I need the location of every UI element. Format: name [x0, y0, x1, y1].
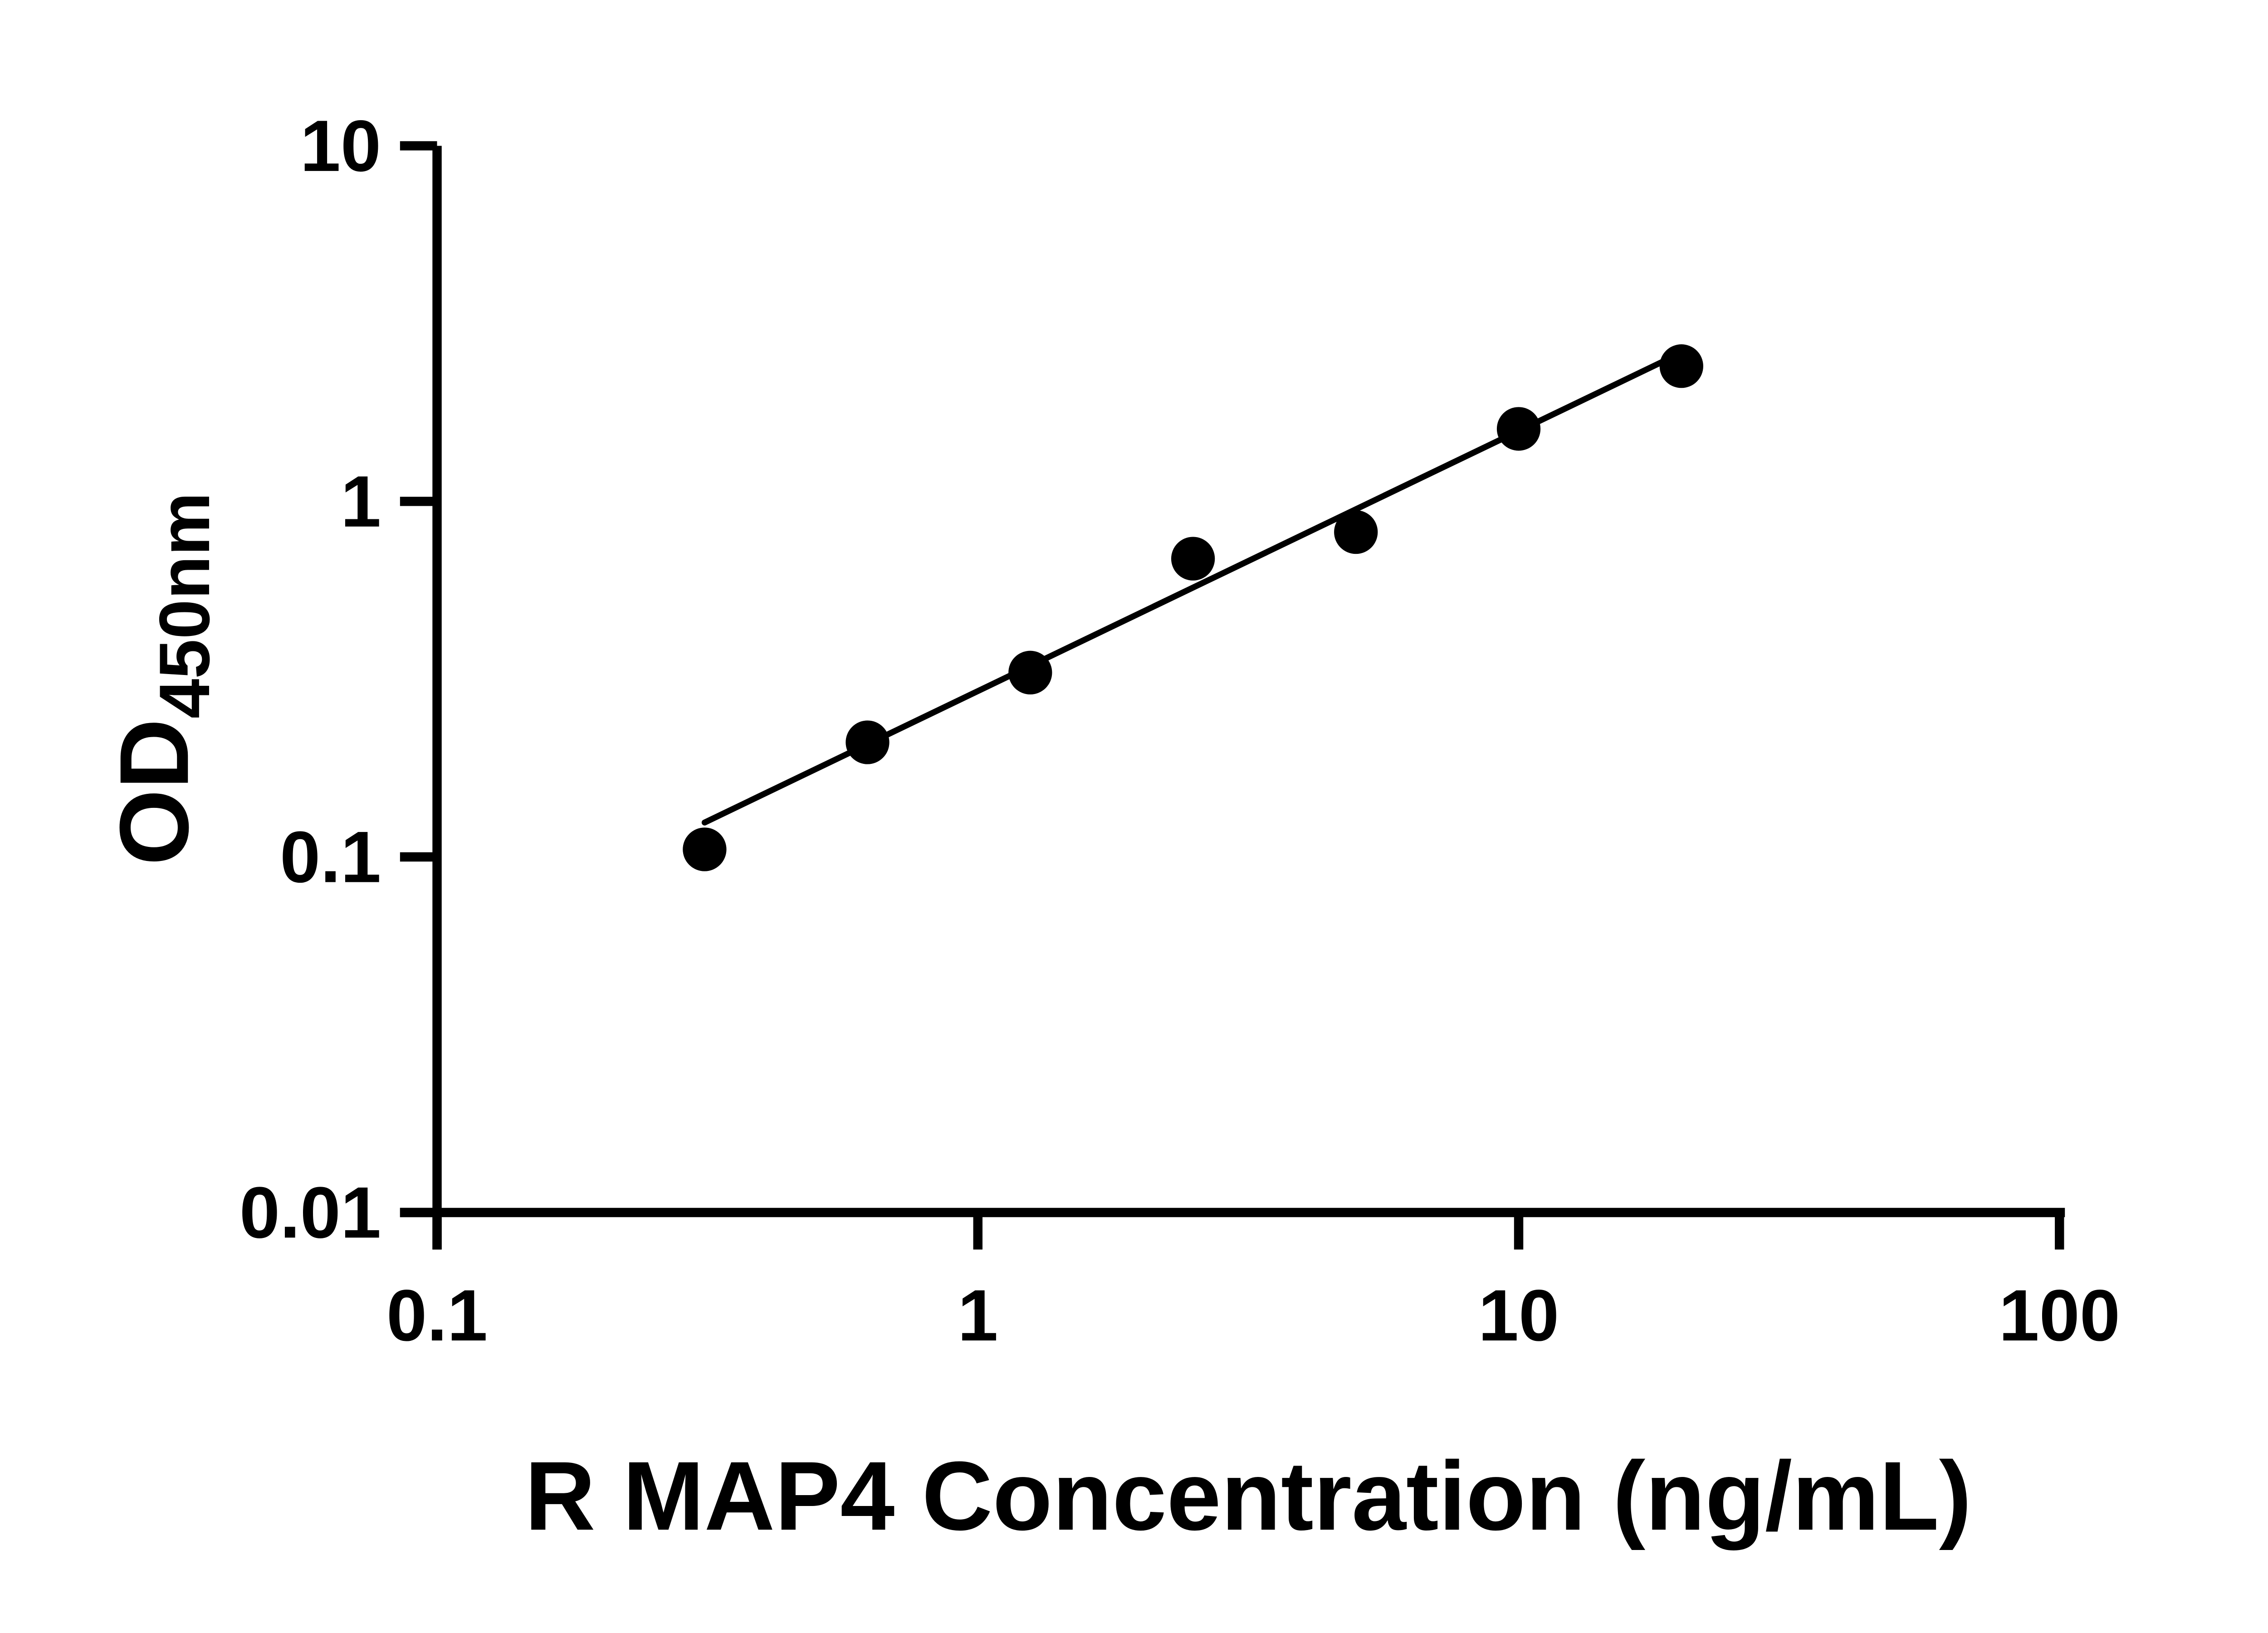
- y-tick-labels: 10 1 0.1 0.01: [240, 105, 381, 1253]
- y-tick-marks: [400, 141, 437, 1217]
- y-tick-label: 0.01: [240, 1172, 381, 1253]
- x-tick-marks: [432, 1212, 2064, 1250]
- y-axis-title-main: OD: [99, 719, 209, 865]
- elisa-standard-curve-figure: 0.1 1 10 100 10 1 0.1 0.01 R MAP4 Concen…: [99, 105, 2121, 1551]
- data-point: [1334, 510, 1378, 554]
- data-point: [1008, 650, 1052, 694]
- x-axis-title: R MAP4 Concentration (ng/mL): [525, 1441, 1972, 1550]
- data-point: [683, 827, 727, 871]
- y-tick-label: 1: [341, 461, 381, 542]
- x-tick-label: 10: [1478, 1275, 1559, 1356]
- y-tick-label: 0.1: [280, 816, 381, 898]
- x-tick-labels: 0.1 1 10 100: [386, 1275, 2120, 1356]
- y-axis-title: OD450nm: [99, 492, 225, 865]
- data-point: [1171, 537, 1215, 581]
- x-tick-label: 0.1: [386, 1275, 488, 1356]
- y-axis-title-subscript: 450nm: [145, 492, 225, 719]
- x-tick-label: 1: [958, 1275, 998, 1356]
- chart-canvas: 0.1 1 10 100 10 1 0.1 0.01 R MAP4 Concen…: [99, 105, 2121, 1551]
- data-point: [846, 720, 890, 764]
- y-tick-label: 10: [300, 105, 381, 186]
- data-points: [683, 344, 1703, 871]
- x-tick-label: 100: [1999, 1275, 2120, 1356]
- data-point: [1659, 344, 1703, 388]
- data-point: [1496, 407, 1541, 451]
- axes: [400, 141, 2065, 1250]
